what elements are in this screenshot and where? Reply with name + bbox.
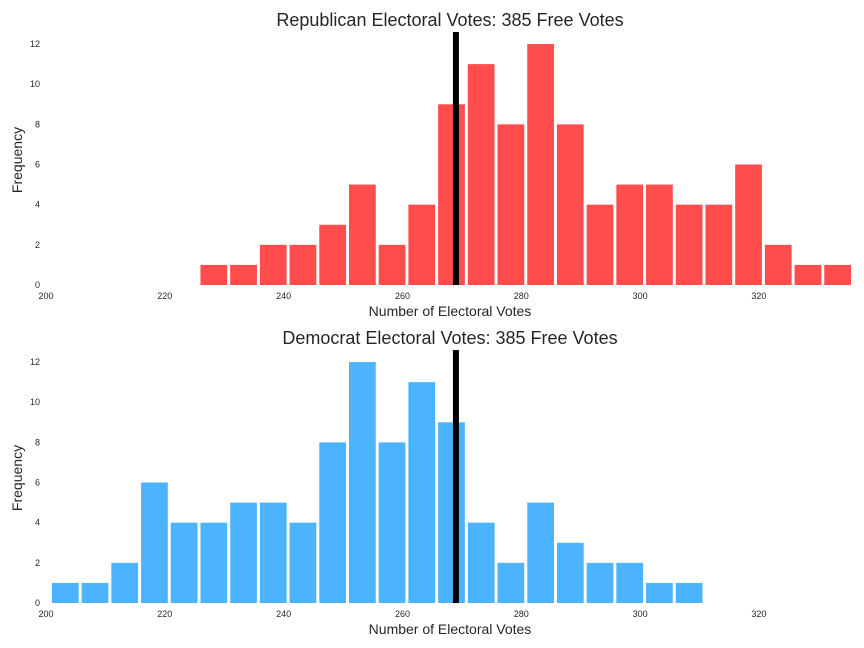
histogram-bar-301 <box>646 582 673 603</box>
x-tick-label: 220 <box>157 609 172 619</box>
histogram-bar-246 <box>319 224 347 285</box>
histogram-bar-251 <box>349 184 376 285</box>
histogram-bar-241 <box>289 522 317 603</box>
histogram-bar-216 <box>141 482 168 603</box>
y-tick-label: 12 <box>30 357 40 367</box>
democrat-histogram-panel: Democrat Electoral Votes: 385 Free Votes… <box>9 328 766 637</box>
y-tick-labels: 0 2 4 6 8 10 12 <box>30 39 40 290</box>
histogram-bar-291 <box>586 562 614 603</box>
histogram-bar-256 <box>378 244 406 285</box>
histogram-bar-326 <box>794 264 822 285</box>
x-tick-label: 300 <box>633 609 648 619</box>
histogram-bar-266 <box>438 104 465 285</box>
histogram-bar-301 <box>646 184 673 285</box>
x-tick-label: 260 <box>395 291 410 301</box>
x-tick-labels: 200 220 240 260 280 300 320 <box>38 609 766 619</box>
x-tick-label: 260 <box>395 609 410 619</box>
histogram-bar-296 <box>616 184 644 285</box>
y-tick-label: 4 <box>35 200 40 210</box>
y-tick-label: 12 <box>30 39 40 49</box>
y-tick-label: 8 <box>35 119 40 129</box>
histogram-bar-206 <box>81 582 109 603</box>
histogram-bar-221 <box>170 522 198 603</box>
x-axis-label: Number of Electoral Votes <box>369 303 532 319</box>
histogram-bar-271 <box>467 522 495 603</box>
histogram-bar-236 <box>259 244 287 285</box>
x-axis-label: Number of Electoral Votes <box>369 621 532 637</box>
y-tick-label: 10 <box>30 397 40 407</box>
histogram-bar-281 <box>527 44 554 285</box>
histogram-bar-201 <box>51 582 79 603</box>
y-tick-label: 6 <box>35 160 40 170</box>
histogram-bar-256 <box>378 442 406 603</box>
y-tick-label: 0 <box>35 280 40 290</box>
histogram-bar-261 <box>408 204 436 285</box>
histogram-bar-276 <box>497 124 525 286</box>
x-tick-label: 200 <box>38 609 53 619</box>
republican-histogram-panel: Republican Electoral Votes: 385 Free Vot… <box>9 10 852 319</box>
x-tick-label: 280 <box>514 609 529 619</box>
x-tick-label: 240 <box>276 291 291 301</box>
y-tick-label: 8 <box>35 437 40 447</box>
chart-title: Republican Electoral Votes: 385 Free Vot… <box>276 10 623 30</box>
y-tick-label: 0 <box>35 598 40 608</box>
y-tick-label: 10 <box>30 79 40 89</box>
x-tick-label: 320 <box>751 291 766 301</box>
bars-group <box>51 362 703 603</box>
histogram-bar-246 <box>319 442 347 603</box>
y-tick-label: 4 <box>35 518 40 528</box>
histogram-bar-211 <box>111 562 139 603</box>
histogram-bar-226 <box>200 264 228 285</box>
histogram-bar-231 <box>230 264 257 285</box>
histogram-bar-316 <box>735 164 762 285</box>
y-axis-label: Frequency <box>9 127 25 193</box>
histogram-bar-331 <box>824 264 852 285</box>
y-tick-labels: 0 2 4 6 8 10 12 <box>30 357 40 608</box>
histogram-bar-231 <box>230 502 257 603</box>
histogram-bar-281 <box>527 502 554 603</box>
x-tick-label: 200 <box>38 291 53 301</box>
histogram-bar-311 <box>705 204 733 285</box>
histogram-bar-306 <box>675 582 703 603</box>
histogram-bar-236 <box>259 502 287 603</box>
chart-title: Democrat Electoral Votes: 385 Free Votes <box>282 328 617 348</box>
histogram-bar-321 <box>764 244 792 285</box>
y-tick-label: 6 <box>35 478 40 488</box>
histogram-bar-291 <box>586 204 614 285</box>
x-tick-label: 300 <box>633 291 648 301</box>
x-tick-label: 240 <box>276 609 291 619</box>
y-axis-label: Frequency <box>9 445 25 511</box>
histogram-bar-271 <box>467 64 495 285</box>
x-tick-label: 220 <box>157 291 172 301</box>
histogram-bar-241 <box>289 244 317 285</box>
histogram-bar-261 <box>408 382 436 603</box>
histogram-bar-286 <box>556 124 584 286</box>
histogram-bar-306 <box>675 204 703 285</box>
y-tick-label: 2 <box>35 240 40 250</box>
histogram-bar-286 <box>556 542 584 603</box>
histogram-bar-251 <box>349 362 376 603</box>
histogram-bar-226 <box>200 522 228 603</box>
histogram-bar-266 <box>438 422 465 603</box>
bars-group <box>200 44 852 286</box>
x-tick-labels: 200 220 240 260 280 300 320 <box>38 291 766 301</box>
x-tick-label: 320 <box>751 609 766 619</box>
y-tick-label: 2 <box>35 558 40 568</box>
x-tick-label: 280 <box>514 291 529 301</box>
histogram-bar-276 <box>497 562 525 603</box>
histogram-bar-296 <box>616 562 644 603</box>
